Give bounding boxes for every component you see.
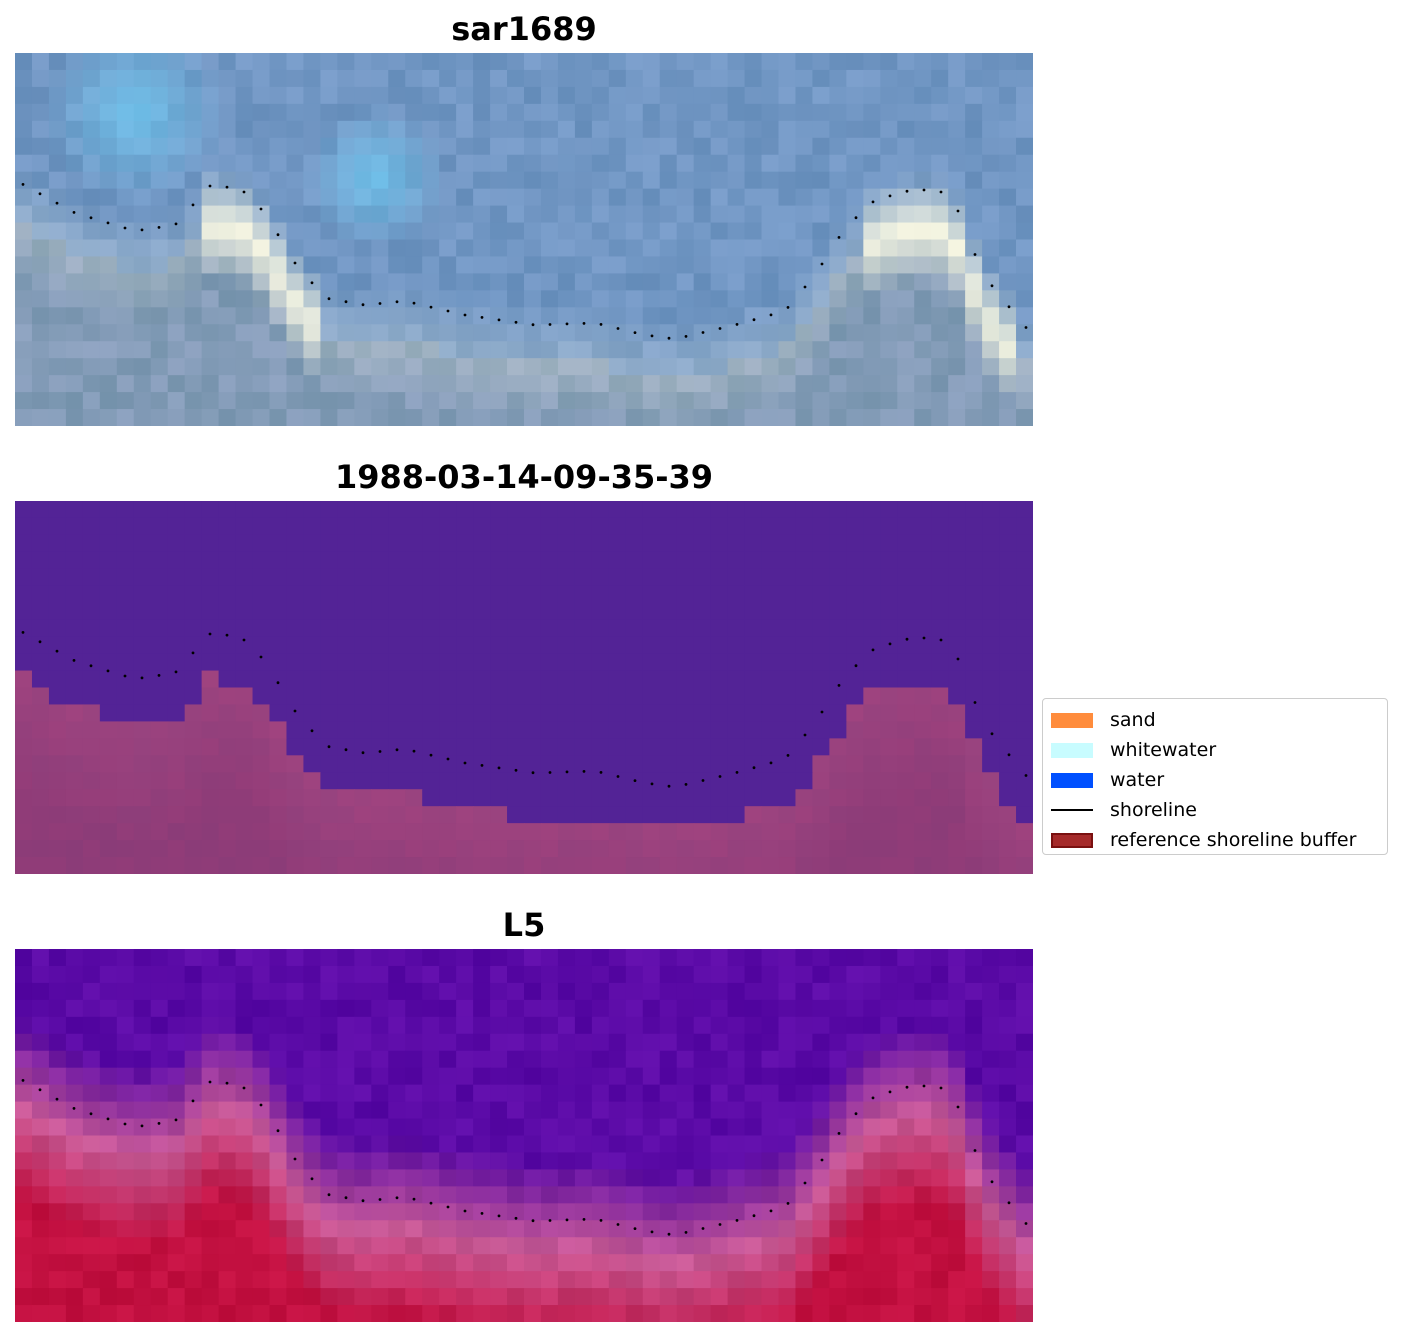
panel-title-index: L5 <box>502 906 546 944</box>
reference-buffer-swatch <box>1051 832 1093 848</box>
shoreline-dots <box>21 1079 1028 1236</box>
panel-title-classified: 1988-03-14-09-35-39 <box>334 458 714 496</box>
index-image <box>15 949 1033 1322</box>
shoreline-line-swatch <box>1051 809 1093 811</box>
legend-item-sand: sand <box>1051 705 1387 735</box>
rgb-image <box>15 53 1033 426</box>
legend-item-water: water <box>1051 765 1387 795</box>
legend-item-reference-buffer: reference shoreline buffer <box>1051 825 1387 855</box>
rgb-image-panel <box>15 53 1033 426</box>
index-pixels <box>15 949 1033 1322</box>
legend-label: sand <box>1110 709 1156 731</box>
whitewater-swatch <box>1051 742 1093 758</box>
legend-label: shoreline <box>1110 799 1197 821</box>
legend-item-shoreline: shoreline <box>1051 795 1387 825</box>
classified-image <box>15 501 1033 874</box>
shoreline-dots <box>21 183 1028 340</box>
rgb-pixels <box>15 53 1033 426</box>
water-swatch <box>1051 772 1093 788</box>
legend-label: water <box>1110 769 1165 791</box>
classified-pixels <box>15 501 1033 874</box>
panel-title-rgb: sar1689 <box>451 10 597 48</box>
legend: sand whitewater water shoreline referenc… <box>1042 698 1388 855</box>
sand-swatch <box>1051 712 1093 728</box>
shoreline-dots <box>21 631 1028 788</box>
classified-image-panel <box>15 501 1033 874</box>
legend-item-whitewater: whitewater <box>1051 735 1387 765</box>
legend-label: whitewater <box>1110 739 1217 761</box>
legend-label: reference shoreline buffer <box>1110 829 1357 851</box>
index-image-panel <box>15 949 1033 1322</box>
